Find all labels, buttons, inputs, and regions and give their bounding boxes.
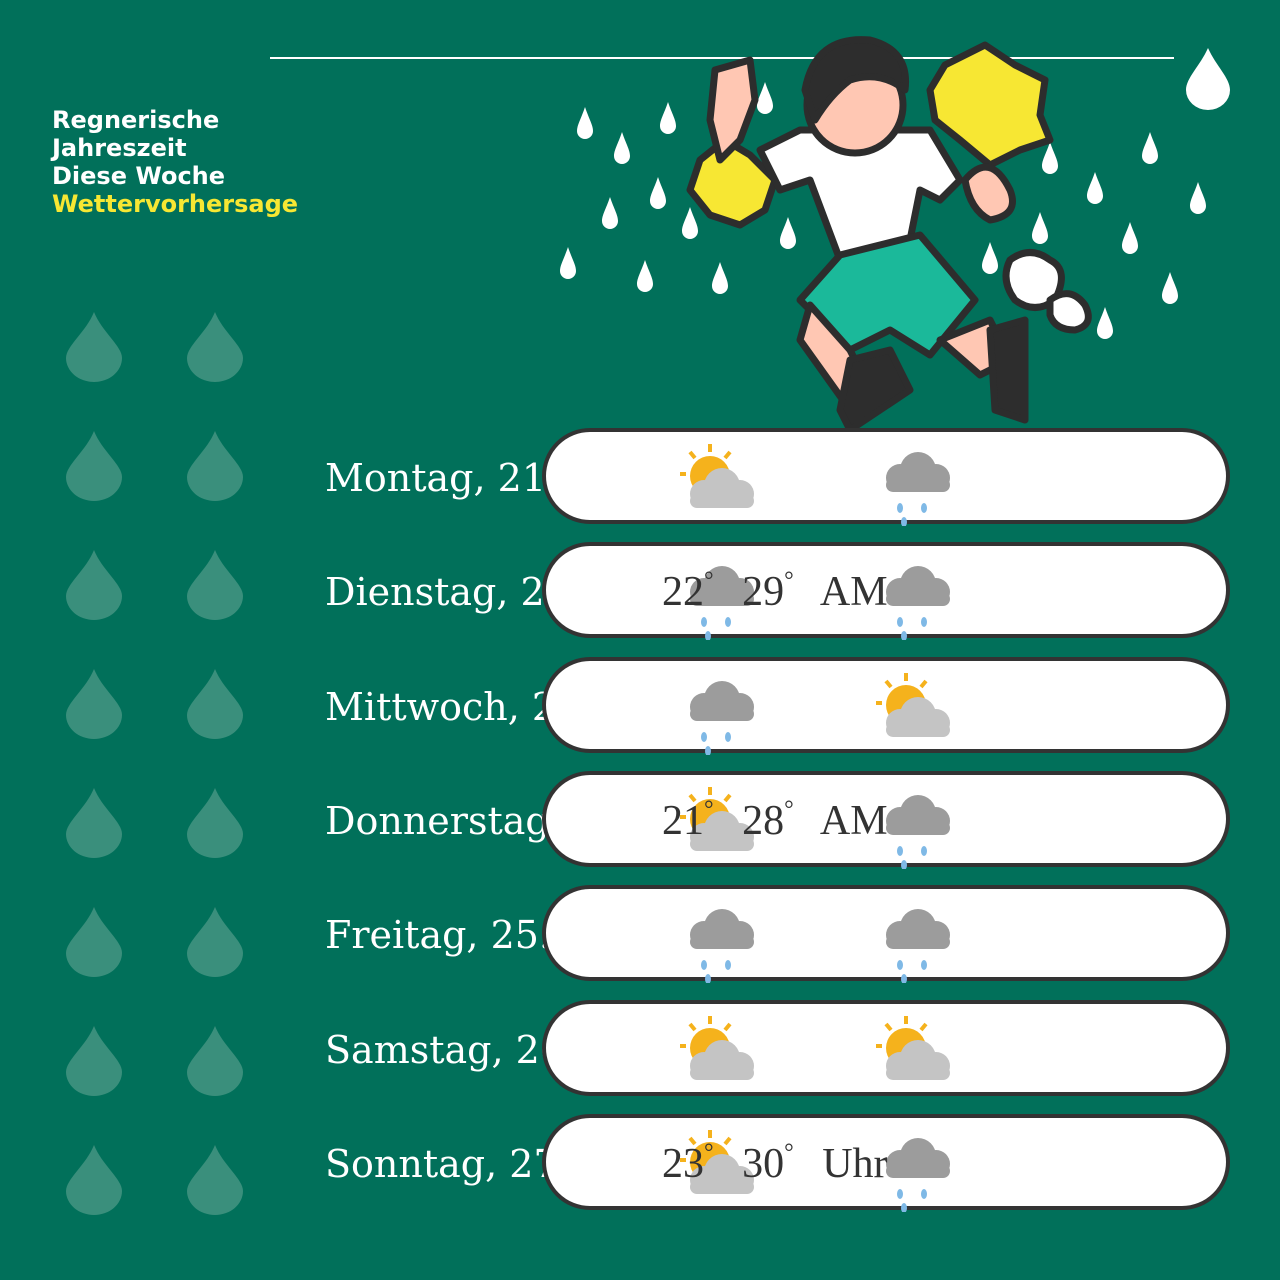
low-temp: 22 [662,569,704,616]
raindrop [560,247,576,279]
raindrop-icon [66,550,122,620]
rain-cloud-icon [674,893,770,987]
title-line-2: Jahreszeit [52,134,187,162]
raindrop-icon [1186,48,1230,110]
raindrop [1142,132,1158,164]
degree-symbol: ° [784,796,794,823]
day-label: Mittwoch, 2 [325,684,557,729]
raindrop-icon [66,788,122,858]
low-temp: 23 [662,1140,704,1187]
rain-cloud-icon [674,550,770,644]
low-temp: 21 [662,797,704,844]
divider-line [270,57,1174,59]
raindrop [637,260,653,292]
day-label: Donnerstag, [325,798,562,843]
day-label: Dienstag, 22 [325,570,569,615]
high-temp: 30 [742,1140,785,1187]
raindrop-icon [66,431,122,501]
raindrop-icon [187,431,243,501]
raindrop [602,197,618,229]
raindrop [1162,272,1178,304]
raindrop [757,82,773,114]
temperature-range: 22° 29° AM [662,568,906,616]
raindrop [1032,212,1048,244]
raindrop-icon [187,312,243,382]
poster-title: Regnerische Jahreszeit Diese Woche Wette… [52,106,298,218]
forecast-row[interactable]: 22° 29° AM [542,542,1230,642]
rain-cloud-icon [674,665,770,759]
raindrop-icon [187,1026,243,1096]
raindrop-icon [66,907,122,977]
title-line-3: Diese Woche [52,162,226,190]
day-label: Freitag, 25. J [325,913,579,958]
high-temp: 28 [742,797,785,844]
sun-cloud-icon [674,779,770,873]
raindrop-icon [66,1026,122,1096]
day-label: Sonntag, 27. [325,1141,570,1186]
raindrop [650,177,666,209]
forecast-row[interactable]: 23° 30° Uhr [542,1113,1230,1213]
degree-symbol: ° [704,1139,714,1166]
raindrop-icon [66,312,122,382]
raindrop [614,132,630,164]
title-line-1: Regnerische [52,106,220,134]
raindrop [780,217,796,249]
raindrop [1042,142,1058,174]
day-label: Samstag, 26 [325,1027,564,1072]
title-line-4: Wettervorhersage [52,190,299,218]
time-suffix: AM [819,569,888,616]
raindrop [660,102,676,134]
temperature-range: 23° 30° Uhr [662,1140,906,1188]
time-suffix: Uhr [822,1140,888,1187]
raindrop [982,242,998,274]
sun-cloud-icon [674,436,770,530]
forecast-row[interactable] [542,885,1230,985]
forecast-row[interactable] [542,656,1230,756]
degree-symbol: ° [784,1139,794,1166]
rain-cloud-icon [870,550,966,644]
raindrop-icon [66,669,122,739]
forecast-row[interactable]: 21° 28° AM [542,770,1230,870]
degree-symbol: ° [704,568,714,595]
raindrop-icon [187,1145,243,1215]
sun-cloud-icon [870,665,966,759]
raindrop-icon [66,1145,122,1215]
raindrop [1097,307,1113,339]
raindrop-icon [187,550,243,620]
raindrop [682,207,698,239]
degree-symbol: ° [704,796,714,823]
degree-symbol: ° [784,568,794,595]
high-temp: 29 [742,569,785,616]
raindrop [577,107,593,139]
forecast-row[interactable] [542,428,1230,527]
rain-cloud-icon [870,1122,966,1216]
raindrop [1087,172,1103,204]
raindrop [1122,222,1138,254]
raindrop [712,262,728,294]
day-label: Montag, 21. [325,456,559,500]
time-suffix: AM [819,797,888,844]
raindrop-icon [187,788,243,858]
raindrop-icon [187,669,243,739]
forecast-row[interactable] [542,999,1230,1096]
rain-cloud-icon [870,779,966,873]
temperature-range: 21° 28° AM [662,797,906,845]
rain-cloud-icon [870,893,966,987]
raindrop [1190,182,1206,214]
sun-cloud-icon [674,1122,770,1216]
raindrop-icon [187,907,243,977]
rain-cloud-icon [870,436,966,530]
boy-in-rain-illustration [560,36,1206,430]
sun-cloud-icon [870,1008,966,1102]
sun-cloud-icon [674,1008,770,1102]
